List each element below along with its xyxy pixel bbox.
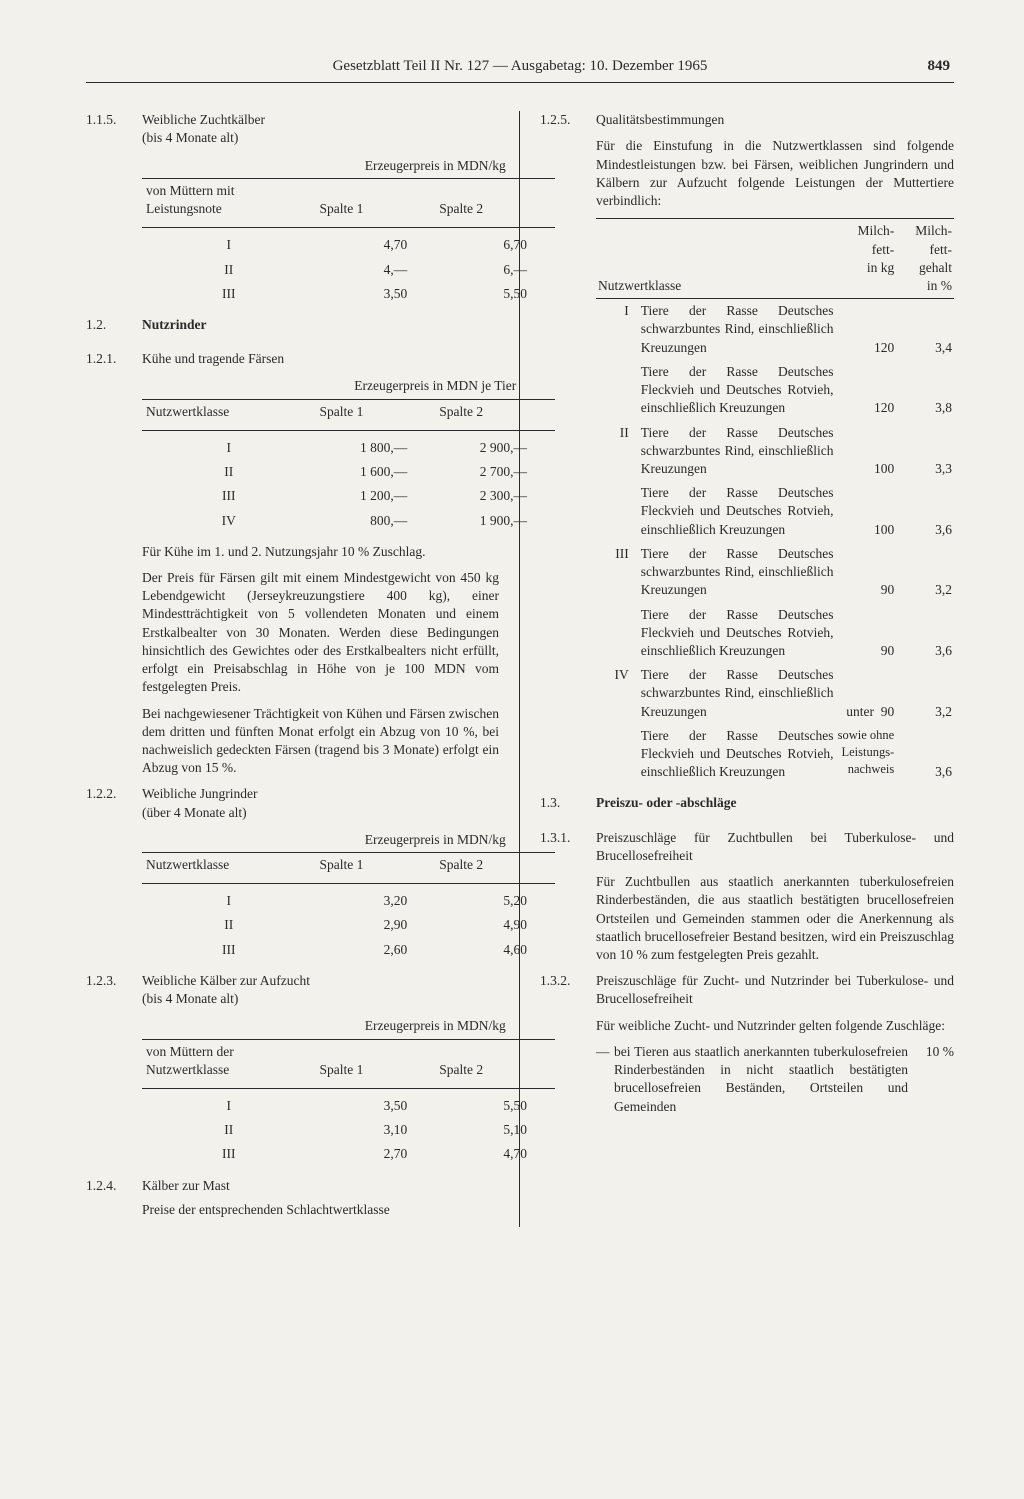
col1: Spalte 1 [315, 178, 435, 221]
qual-row-iv: Tiere der Rasse Deutsches Fleckvieh und … [596, 724, 954, 785]
section-1-2: 1.2. Nutzrinder [86, 316, 499, 334]
qual-row: Tiere der Rasse Deutsches Fleckvieh und … [596, 603, 954, 664]
qual-row: ITiere der Rasse Deutsches schwarzbuntes… [596, 299, 954, 360]
page-number: 849 [928, 56, 951, 76]
para-1-2-1-b: Der Preis für Färsen gilt mit einem Mind… [142, 569, 499, 697]
sect-subtitle: (über 4 Monate alt) [142, 804, 499, 822]
sect-title: Nutzrinder [142, 316, 499, 334]
table-row: II3,105,10 [142, 1118, 555, 1142]
table-row: IV800,—1 900,— [142, 509, 555, 533]
page-header: Gesetzblatt Teil II Nr. 127 — Ausgabetag… [86, 56, 954, 83]
col1: Spalte 1 [315, 1039, 435, 1082]
section-1-2-1: 1.2.1. Kühe und tragende Färsen [86, 350, 499, 368]
section-1-3-2: 1.3.2. Preiszuschläge für Zucht- und Nut… [540, 972, 954, 1008]
sect-num: 1.3. [540, 794, 596, 812]
header-title: Gesetzblatt Teil II Nr. 127 — Ausgabetag… [333, 58, 708, 74]
sect-title: Qualitätsbestimmungen [596, 111, 954, 129]
para-1-2-1-a: Für Kühe im 1. und 2. Nutzungsjahr 10 % … [142, 543, 499, 561]
head-kg: Milch-fett- [857, 223, 894, 256]
para-1-3-1: Für Zuchtbullen aus staatlich anerkannte… [596, 873, 954, 964]
col1: Spalte 1 [315, 853, 435, 878]
section-1-2-4: 1.2.4. Kälber zur Mast [86, 1177, 499, 1195]
left-column: 1.1.5. Weibliche Zuchtkälber (bis 4 Mona… [86, 111, 520, 1227]
table-row: III1 200,—2 300,— [142, 484, 555, 508]
table-row: I1 800,—2 900,— [142, 430, 555, 460]
sect-num: 1.2.4. [86, 1177, 142, 1195]
qual-row: Tiere der Rasse Deutsches Fleckvieh und … [596, 481, 954, 542]
sect-title: Preiszuschläge für Zuchtbullen bei Tuber… [596, 829, 954, 865]
head-left: Nutzwertklasse [142, 399, 315, 424]
para-1-2-1-c: Bei nachgewiesener Trächtigkeit von Kühe… [142, 705, 499, 778]
sect-title: Kälber zur Mast [142, 1177, 499, 1195]
section-1-2-3: 1.2.3. Weibliche Kälber zur Aufzucht (bi… [86, 972, 499, 1008]
qual-row: IITiere der Rasse Deutsches schwarzbunte… [596, 421, 954, 482]
head-kg2: in kg [867, 260, 894, 275]
section-1-3-1: 1.3.1. Preiszuschläge für Zuchtbullen be… [540, 829, 954, 865]
sect-title: Weibliche Kälber zur Aufzucht [142, 972, 499, 990]
sect-num: 1.1.5. [86, 111, 142, 147]
sect-body: Weibliche Kälber zur Aufzucht (bis 4 Mon… [142, 972, 499, 1008]
sect-num: 1.3.2. [540, 972, 596, 1008]
table-1-2-2: Erzeugerpreis in MDN/kg Nutzwertklasse S… [142, 828, 555, 962]
head-left: Nutzwertklasse [142, 853, 315, 878]
sect-num: 1.2.3. [86, 972, 142, 1008]
col1: Spalte 1 [315, 399, 435, 424]
para-1-3-2: Für weibliche Zucht- und Nutzrinder gelt… [596, 1017, 954, 1035]
sect-num: 1.2.2. [86, 785, 142, 821]
sect-subtitle: (bis 4 Monate alt) [142, 990, 499, 1008]
section-1-3: 1.3. Preiszu- oder -abschläge [540, 794, 954, 812]
sect-body: Weibliche Zuchtkälber (bis 4 Monate alt) [142, 111, 499, 147]
head-cls: Nutzwertklasse [596, 219, 836, 299]
head-pct2: in % [927, 278, 952, 293]
table-row: III2,604,60 [142, 938, 555, 962]
section-1-2-2: 1.2.2. Weibliche Jungrinder (über 4 Mona… [86, 785, 499, 821]
qual-table-wrap: Nutzwertklasse Milch-fett-in kg Milch-fe… [596, 218, 954, 784]
table-row: I4,706,70 [142, 228, 555, 258]
sect-num: 1.2. [86, 316, 142, 334]
sect-title: Kühe und tragende Färsen [142, 350, 499, 368]
quality-table: Nutzwertklasse Milch-fett-in kg Milch-fe… [596, 218, 954, 784]
sect-title: Weibliche Jungrinder [142, 785, 499, 803]
sect-body: Weibliche Jungrinder (über 4 Monate alt) [142, 785, 499, 821]
table-1-2-3: Erzeugerpreis in MDN/kg von Müttern der … [142, 1014, 555, 1166]
table-row: II1 600,—2 700,— [142, 460, 555, 484]
right-column: 1.2.5. Qualitätsbestimmungen Für die Ein… [520, 111, 954, 1227]
bullet-text: bei Tieren aus staatlich anerkannten tub… [614, 1043, 908, 1116]
sect-title: Weibliche Zuchtkälber [142, 111, 499, 129]
section-1-2-5: 1.2.5. Qualitätsbestimmungen [540, 111, 954, 129]
sect-title: Preiszuschläge für Zucht- und Nutzrinder… [596, 972, 954, 1008]
qual-row: IIITiere der Rasse Deutsches schwarzbunt… [596, 542, 954, 603]
sect-subtitle: (bis 4 Monate alt) [142, 129, 499, 147]
page: Gesetzblatt Teil II Nr. 127 — Ausgabetag… [0, 0, 1024, 1499]
table-row: I3,505,50 [142, 1089, 555, 1119]
section-1-1-5: 1.1.5. Weibliche Zuchtkälber (bis 4 Mona… [86, 111, 499, 147]
sect-num: 1.2.1. [86, 350, 142, 368]
sect-title: Preiszu- oder -abschläge [596, 794, 954, 812]
table-row: III3,505,50 [142, 282, 555, 306]
qual-row: Tiere der Rasse Deutsches Fleckvieh und … [596, 360, 954, 421]
head-left: von Müttern der Nutzwertklasse [142, 1039, 315, 1082]
table-row: III2,704,70 [142, 1142, 555, 1166]
table-row: II4,—6,— [142, 258, 555, 282]
sect-num: 1.2.5. [540, 111, 596, 129]
qual-row-iv: IV Tiere der Rasse Deutsches schwarzbunt… [596, 663, 954, 724]
table-1-2-1: Erzeugerpreis in MDN je Tier Nutzwertkla… [142, 374, 555, 532]
bullet-dash-icon: — [596, 1043, 614, 1116]
bullet-pct: 10 % [908, 1043, 954, 1116]
head-pct: Milch-fett-gehalt [915, 223, 952, 274]
sect-num: 1.3.1. [540, 829, 596, 865]
columns: 1.1.5. Weibliche Zuchtkälber (bis 4 Mona… [86, 111, 954, 1227]
para-1-2-4: Preise der entsprechenden Schlachtwertkl… [142, 1201, 499, 1219]
head-left: von Müttern mit Leistungsnote [142, 178, 315, 221]
table-row: II2,904,90 [142, 913, 555, 937]
para-1-2-5-intro: Für die Einstufung in die Nutzwertklasse… [596, 137, 954, 210]
table-1-1-5: Erzeugerpreis in MDN/kg von Müttern mit … [142, 154, 555, 306]
bullet-1-3-2: — bei Tieren aus staatlich anerkannten t… [596, 1043, 954, 1116]
table-row: I3,205,20 [142, 884, 555, 914]
